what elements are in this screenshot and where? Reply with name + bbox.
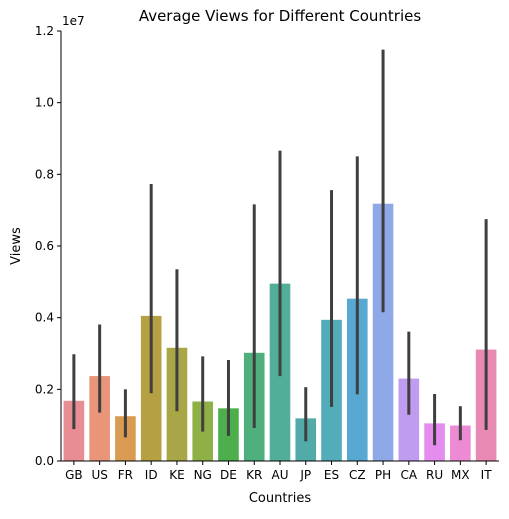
bar-ph [372,203,394,461]
x-tick-label-ph: PH [375,468,391,482]
x-tick-label-ca: CA [401,468,418,482]
x-tick-label-id: ID [145,468,158,482]
y-tick-label: 0.4 [35,311,54,325]
y-tick-label: 0.0 [35,454,54,468]
x-tick-label-mx: MX [451,468,470,482]
bar-ca [398,378,420,461]
y-ticks-layer: 0.0 0.2 0.4 0.6 0.8 1.0 1.2 [35,24,61,468]
y-tick-label: 1.2 [35,24,54,38]
y-tick-label: 0.2 [35,382,54,396]
x-tick-label-ng: NG [194,468,212,482]
x-tick-label-gb: GB [65,468,83,482]
y-axis-scale-label: 1e7 [62,14,85,28]
x-tick-label-ru: RU [426,468,443,482]
y-axis-label: Views [9,227,24,265]
x-tick-label-it: IT [481,468,493,482]
bar-mx [450,425,471,461]
x-tick-label-cz: CZ [349,468,366,482]
x-tick-label-us: US [91,468,107,482]
x-tick-label-au: AU [272,468,289,482]
y-tick-label: 1.0 [35,96,54,110]
y-tick-label: 0.8 [35,167,54,181]
x-tick-label-es: ES [324,468,339,482]
x-ticks-layer: GB US FR ID KE NG DE KR AU JP ES CZ PH CA RU MX IT [65,461,492,482]
x-tick-label-de: DE [220,468,237,482]
x-tick-label-fr: FR [118,468,133,482]
bar-fr [115,416,136,461]
x-tick-label-kr: KR [246,468,262,482]
error-bars-layer [72,49,488,446]
x-tick-label-ke: KE [169,468,184,482]
bar-us [89,376,110,461]
x-axis-label: Countries [249,491,312,506]
x-tick-label-jp: JP [299,468,311,482]
chart-title: Average Views for Different Countries [139,7,422,25]
y-tick-label: 0.6 [35,239,54,253]
bar-gb [63,400,85,461]
